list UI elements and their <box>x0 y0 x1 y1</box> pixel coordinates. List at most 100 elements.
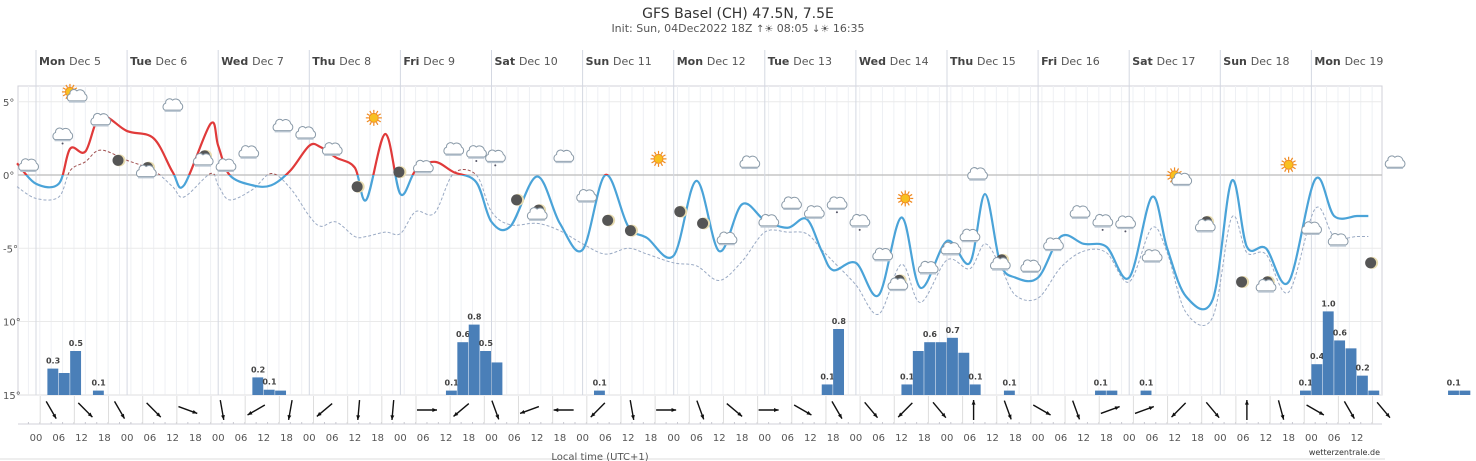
cloud-shape <box>990 257 1011 270</box>
x-tick-label: 18 <box>1282 433 1295 444</box>
wind-arrow-head <box>156 412 161 418</box>
x-tick-label: 00 <box>1305 433 1318 444</box>
cloud-shape <box>917 260 939 274</box>
precip-bar <box>924 342 936 395</box>
sun-disc <box>1283 159 1294 170</box>
sun-ray <box>909 200 913 203</box>
sun-ray <box>653 151 657 155</box>
precip-bar <box>912 351 924 395</box>
precip-bar <box>947 337 958 395</box>
cloud-shape <box>466 145 487 158</box>
precip-bar <box>491 362 503 395</box>
x-tick-label: 18 <box>1191 433 1204 444</box>
wind-arrow-head <box>774 408 779 412</box>
day-date: Dec 16 <box>1061 55 1100 68</box>
precip-bar <box>47 368 59 395</box>
cloud-shape <box>1115 215 1136 228</box>
precip-bar <box>935 342 947 395</box>
cloud-shape <box>1020 259 1042 272</box>
x-tick-label: 12 <box>531 433 544 444</box>
day-of-week: Mon <box>1314 55 1344 68</box>
cloud-icon <box>18 158 39 172</box>
cloud-moon-icon <box>135 161 157 179</box>
cloud-moon-icon <box>887 274 909 292</box>
wind-arrow-head <box>356 415 361 420</box>
x-tick-label: 12 <box>75 433 88 444</box>
moon-icon <box>674 205 688 218</box>
precip-bar <box>1459 390 1471 395</box>
x-tick-label: 06 <box>417 433 430 444</box>
cloud-shape <box>215 158 237 171</box>
day-date: Dec 19 <box>1345 55 1384 68</box>
precip-bar <box>92 390 104 395</box>
sun-cloud-icon <box>1166 167 1193 187</box>
sunrise-icon: ↑☀ <box>755 24 774 35</box>
wind-arrow-head <box>630 414 635 420</box>
y-tick-label: -5° <box>3 244 18 255</box>
cloud-drizzle-icon <box>849 214 871 231</box>
x-tick-label: 00 <box>1123 433 1136 444</box>
sunset-time: 16:35 <box>832 22 865 35</box>
sun-ray <box>662 154 666 157</box>
cloud-icon <box>917 260 939 275</box>
x-tick-label: 18 <box>189 433 202 444</box>
drizzle-dot <box>1101 228 1104 231</box>
sun-ray <box>377 119 382 123</box>
cloud-icon <box>739 155 761 170</box>
precip-label: 0.1 <box>1447 379 1462 388</box>
cloud-shape <box>849 214 871 227</box>
y-axis: 5° 0° -5° 10° 15° <box>3 98 21 402</box>
moon-shadow <box>393 166 405 178</box>
cloud-shape <box>1301 221 1322 234</box>
precip-bar <box>969 384 981 395</box>
day-label: Tue Dec 13 <box>768 55 832 68</box>
x-tick-label: 12 <box>1077 433 1090 444</box>
cloud-shape <box>553 149 575 162</box>
sun-ray <box>898 200 902 203</box>
temperature-lines <box>16 114 1369 327</box>
moon-shadow <box>697 217 709 229</box>
wind-arrow-head <box>873 412 878 418</box>
wind-arrow-head <box>1076 414 1080 420</box>
moon-shadow <box>511 194 523 206</box>
precip-bar <box>1003 390 1015 395</box>
precip-label: 0.8 <box>467 313 482 322</box>
init-text: Init: Sun, 04Dec2022 18Z <box>611 22 753 35</box>
cloud-icon <box>215 158 237 172</box>
sun-ray <box>900 191 904 195</box>
day-of-week: Fri <box>403 55 423 68</box>
precip-bar <box>1140 390 1152 395</box>
day-of-week: Mon <box>39 55 69 68</box>
cloud-icon <box>413 159 434 174</box>
sun-cloud-icon <box>61 83 88 103</box>
temperature-line-cold <box>24 175 1369 311</box>
x-tick-label: 18 <box>736 433 749 444</box>
sun-disc <box>653 153 664 164</box>
precip-label: 0.1 <box>1094 379 1109 388</box>
cloud-icon <box>238 145 260 159</box>
wind-arrow-head <box>52 413 57 419</box>
precip-bar <box>901 384 913 395</box>
precip-label: 0.1 <box>92 379 107 388</box>
sunset-icon: ↓☀ <box>812 24 830 35</box>
x-tick-label: 00 <box>121 433 134 444</box>
cloud-drizzle-icon <box>466 145 487 163</box>
wind-arrow-head <box>1280 414 1285 420</box>
moon-icon <box>624 224 638 237</box>
x-tick-label: 12 <box>440 433 453 444</box>
wind-arrow-head <box>287 414 292 420</box>
day-label: Thu Dec 8 <box>312 55 371 68</box>
sun-ray <box>62 87 66 90</box>
precip-bar <box>1322 311 1334 395</box>
cloud-shape <box>739 155 761 168</box>
y-tick-label: 0° <box>3 171 14 182</box>
precip-label: 0.1 <box>968 372 983 381</box>
sun-icon <box>1280 156 1297 173</box>
sun-icon <box>650 150 667 167</box>
sun-ray <box>660 151 664 155</box>
x-tick-label: 12 <box>348 433 361 444</box>
day-of-week: Fri <box>1041 55 1061 68</box>
sun-ray <box>1167 177 1171 180</box>
precip-bar <box>1106 390 1118 395</box>
